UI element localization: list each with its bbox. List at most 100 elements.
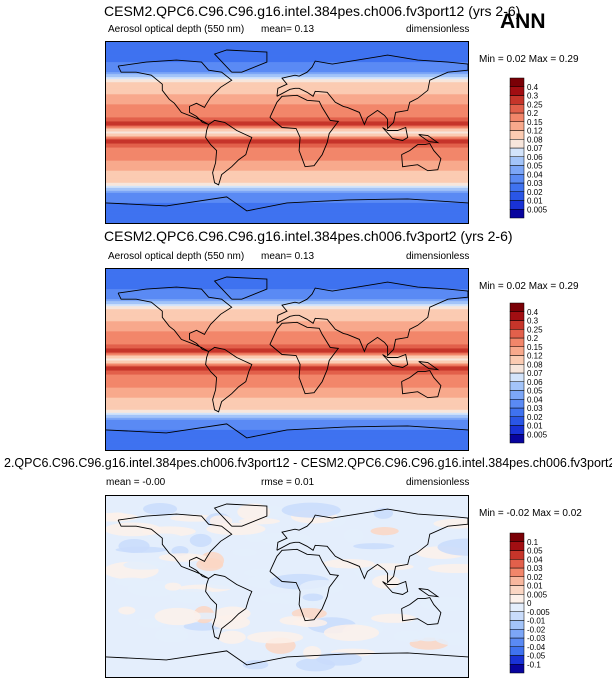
colorbar-label: 0.15 xyxy=(527,118,543,127)
contour-band xyxy=(106,98,468,100)
colorbar-label: 0 xyxy=(527,599,532,608)
contour-band xyxy=(106,80,468,82)
contour-band xyxy=(106,348,468,351)
anomaly-blob xyxy=(123,560,167,570)
contour-band xyxy=(106,159,468,162)
contour-band xyxy=(106,62,468,64)
contour-band xyxy=(106,116,468,119)
contour-fill xyxy=(106,42,468,223)
anomaly-blob xyxy=(189,533,212,547)
contour-band xyxy=(106,120,468,123)
colorbar-label: 0.12 xyxy=(527,352,543,361)
colorbar-swatch xyxy=(509,629,525,639)
colorbar-swatch xyxy=(509,655,525,665)
contour-band xyxy=(106,298,468,300)
contour-band xyxy=(106,44,468,46)
panel-1-variable: Aerosol optical depth (550 nm) xyxy=(108,24,245,35)
contour-band xyxy=(106,67,468,69)
contour-band xyxy=(106,200,468,203)
contour-band xyxy=(106,100,468,102)
panel-1-title: CESM2.QPC6.C96.C96.g16.intel.384pes.ch00… xyxy=(104,3,521,19)
contour-band xyxy=(106,394,468,397)
colorbar-label: 0.04 xyxy=(527,170,543,179)
contour-band xyxy=(106,57,468,59)
contour-band xyxy=(106,74,468,76)
contour-band xyxy=(106,280,468,282)
contour-band xyxy=(106,299,468,301)
contour-band xyxy=(106,216,468,219)
colorbar-swatch xyxy=(509,355,525,365)
contour-band xyxy=(106,326,468,328)
contour-band xyxy=(106,155,468,158)
colorbar-label: 0.01 xyxy=(527,582,543,591)
contour-band xyxy=(106,58,468,60)
anomaly-blob xyxy=(435,632,468,646)
anomaly-blob xyxy=(258,532,311,545)
contour-band xyxy=(106,68,468,70)
contour-band xyxy=(106,288,468,290)
contour-band xyxy=(106,49,468,51)
contour-band xyxy=(106,179,468,182)
contour-band xyxy=(106,424,468,427)
contour-band xyxy=(106,66,468,68)
contour-band xyxy=(106,286,468,288)
contour-band xyxy=(106,198,468,201)
colorbar-swatch xyxy=(509,602,525,612)
colorbar-swatch xyxy=(509,381,525,391)
contour-band xyxy=(106,101,468,103)
panel-3-colorbar: -0.1 -0.05 -0.04 -0.03 -0.02 -0.01 -0.005 0 0.00… xyxy=(509,532,560,674)
contour-band xyxy=(106,139,468,142)
contour-band xyxy=(106,209,468,212)
contour-band xyxy=(106,102,468,104)
contour-band xyxy=(106,143,468,146)
contour-band xyxy=(106,174,468,177)
contour-band xyxy=(106,165,468,168)
contour-band xyxy=(106,202,468,205)
colorbar-swatch xyxy=(509,364,525,374)
panel-2-map xyxy=(105,268,469,451)
contour-band xyxy=(106,218,468,221)
contour-band xyxy=(106,94,468,96)
panel-2-minmax: Min = 0.02 Max = 0.29 xyxy=(479,281,579,292)
contour-band xyxy=(106,65,468,67)
anomaly-blob xyxy=(343,528,364,543)
contour-band xyxy=(106,316,468,318)
contour-band xyxy=(106,376,468,379)
contour-band xyxy=(106,363,468,366)
colorbar-swatch xyxy=(509,346,525,356)
contour-band xyxy=(106,414,468,417)
contour-band xyxy=(106,281,468,283)
contour-band xyxy=(106,275,468,277)
contour-band xyxy=(106,273,468,275)
contour-band xyxy=(106,213,468,216)
contour-band xyxy=(106,145,468,148)
colorbar-label: 0.03 xyxy=(527,179,543,188)
contour-band xyxy=(106,323,468,325)
coastline xyxy=(401,597,442,626)
contour-band xyxy=(106,115,468,118)
anomaly-blob xyxy=(154,627,189,643)
contour-band xyxy=(106,148,468,151)
anomaly-blob xyxy=(196,558,224,571)
colorbar-label: -0.01 xyxy=(527,617,546,626)
anomaly-blob xyxy=(279,616,312,626)
anomaly-blob xyxy=(169,588,217,604)
contour-band xyxy=(106,390,468,393)
colorbar-label: 0.03 xyxy=(527,564,543,573)
contour-band xyxy=(106,337,468,339)
contour-band xyxy=(106,418,468,421)
contour-band xyxy=(106,439,468,442)
anomaly-blob xyxy=(106,522,162,537)
contour-band xyxy=(106,73,468,75)
colorbar-label: -0.1 xyxy=(527,660,541,669)
coastlines xyxy=(106,276,468,439)
contour-band xyxy=(106,282,468,284)
contour-band xyxy=(106,135,468,138)
colorbar-swatch xyxy=(509,434,525,444)
colorbar-label: 0.02 xyxy=(527,573,543,582)
contour-band xyxy=(106,409,468,412)
coastline xyxy=(213,503,268,527)
coastline xyxy=(269,321,340,395)
contour-band xyxy=(106,149,468,152)
contour-band xyxy=(106,124,468,127)
